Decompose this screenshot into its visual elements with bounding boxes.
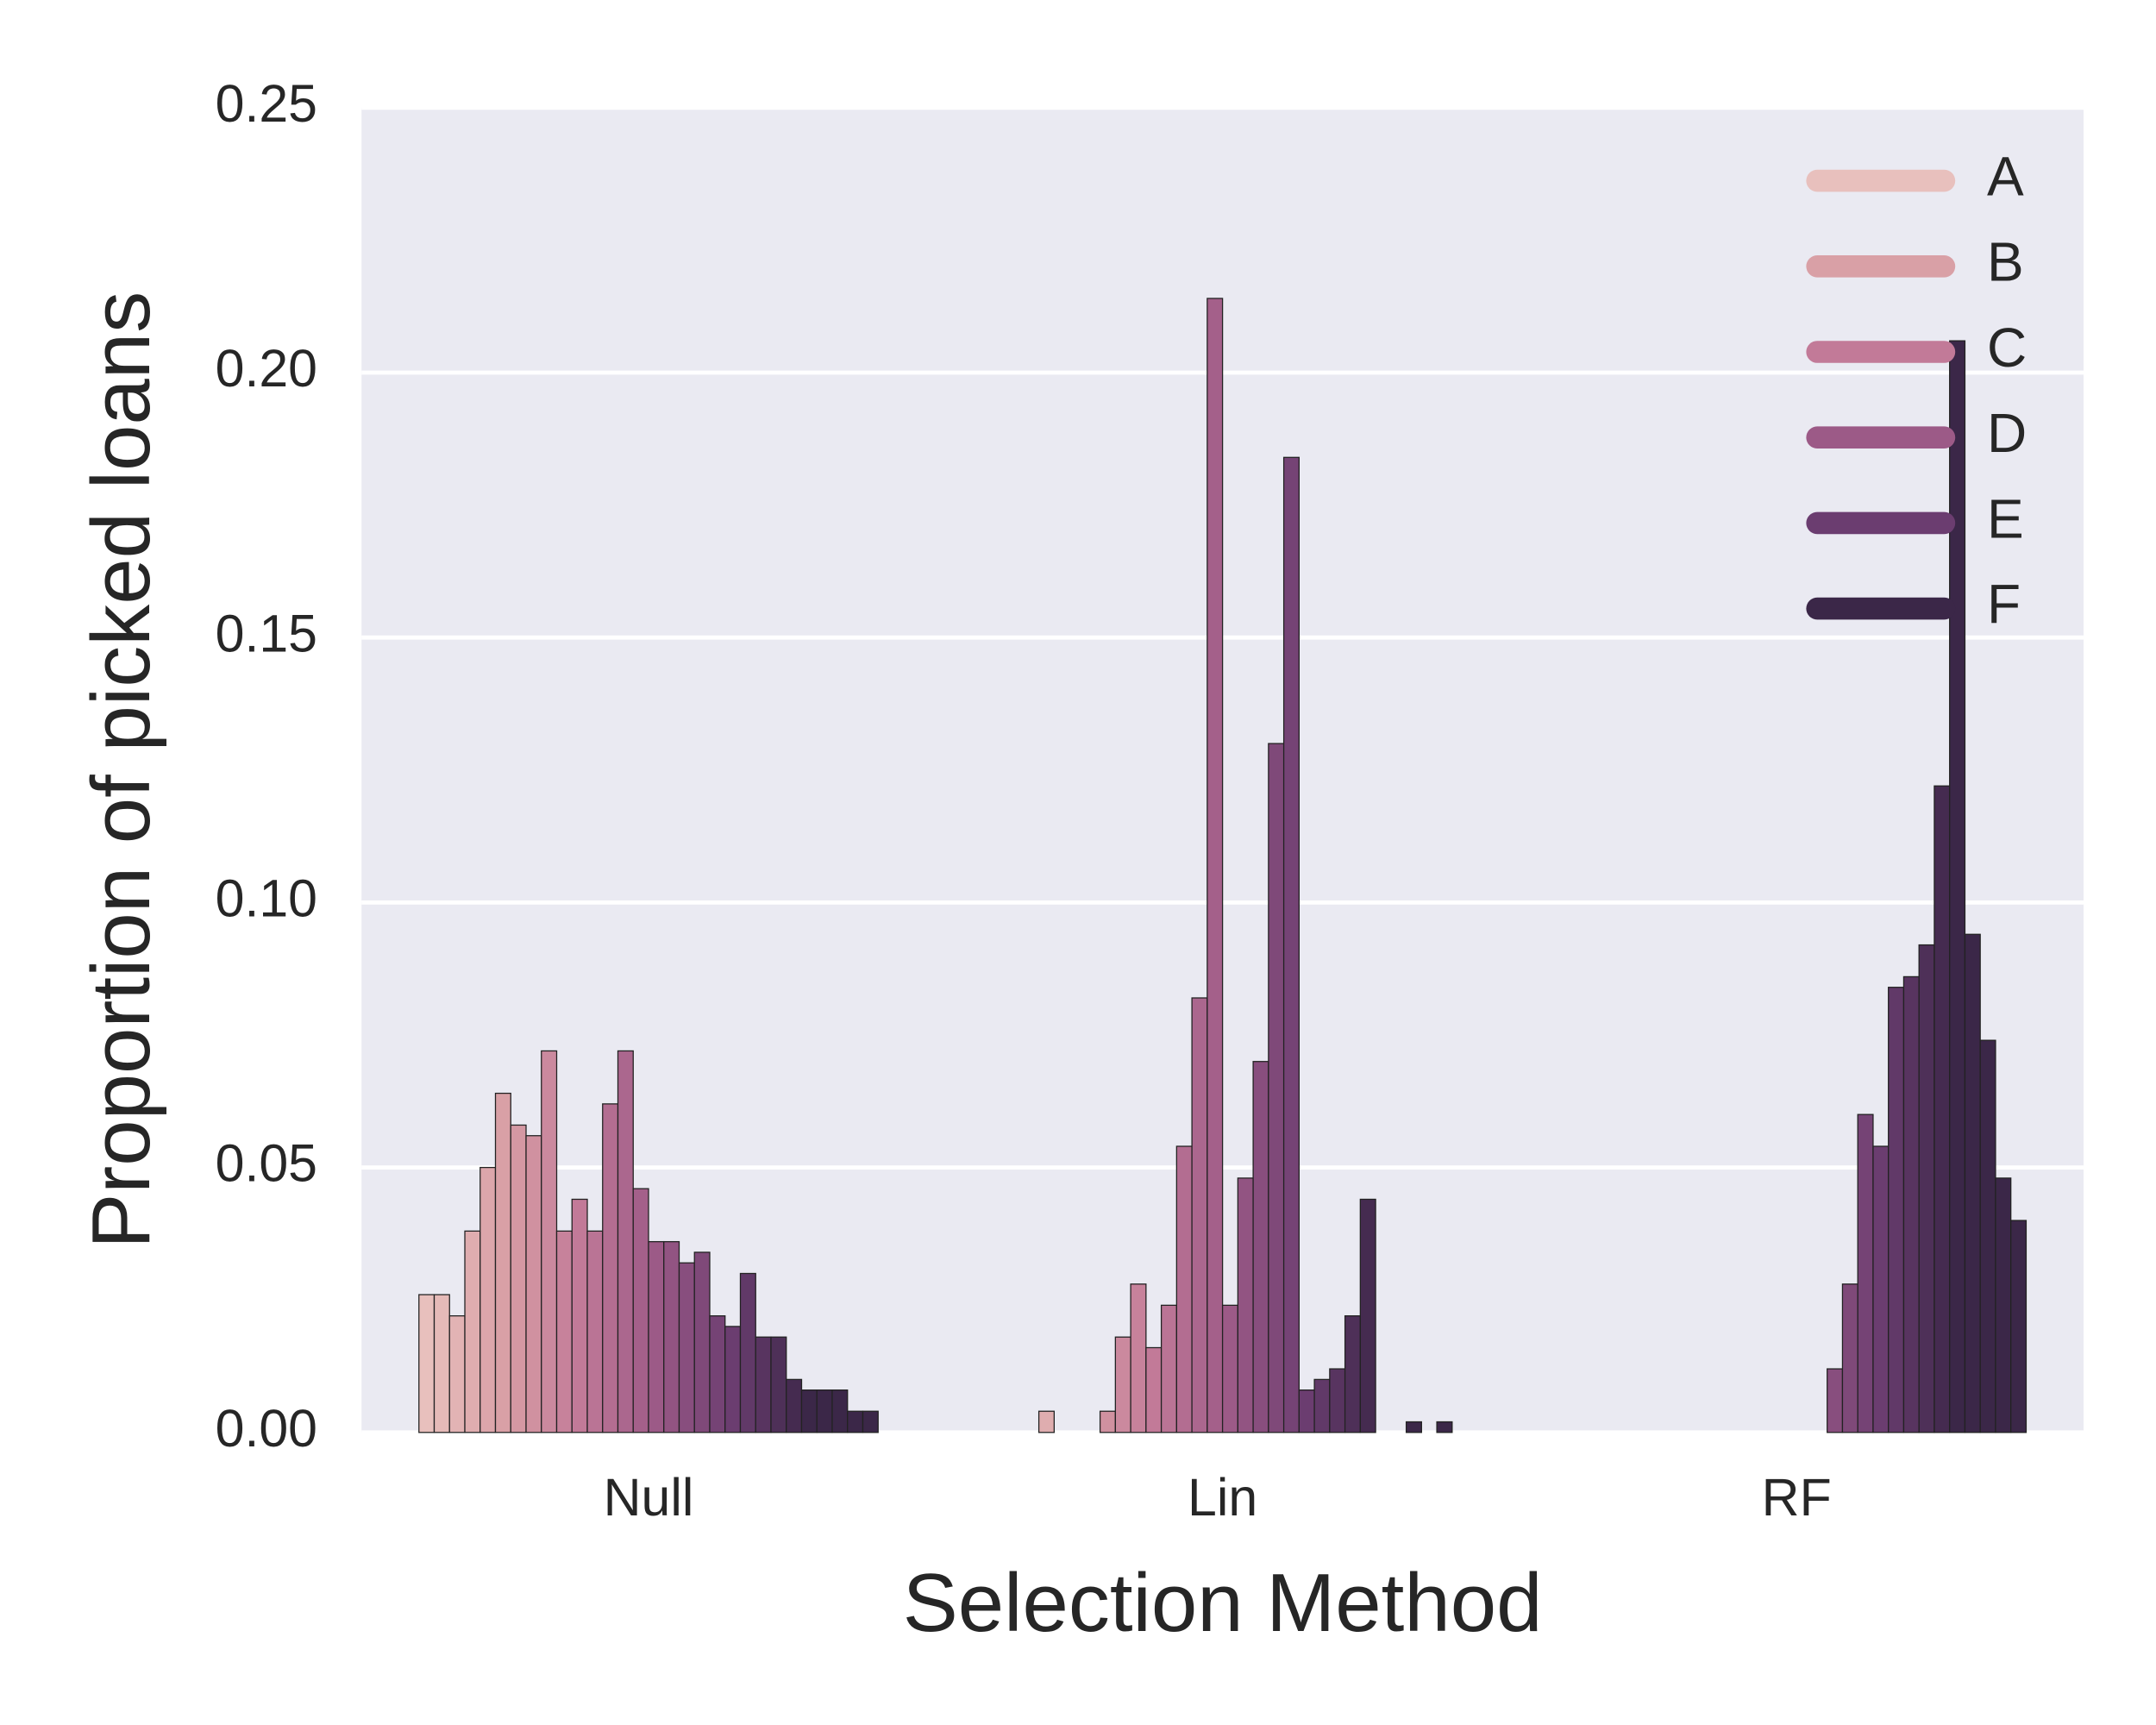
bar (1282, 456, 1300, 1433)
bar (786, 1378, 803, 1433)
bar (1902, 975, 1920, 1433)
bar (739, 1272, 756, 1433)
bar (1145, 1346, 1163, 1433)
bar (1221, 1304, 1238, 1433)
bar (448, 1314, 466, 1433)
bar (1329, 1368, 1346, 1433)
bar (602, 1103, 619, 1433)
x-tick-label: Lin (1188, 1468, 1257, 1527)
y-tick-label: 0.10 (216, 869, 317, 927)
x-tick-label: RF (1762, 1468, 1832, 1527)
y-tick-label: 0.00 (216, 1399, 317, 1458)
bar (617, 1050, 634, 1433)
bar (755, 1336, 772, 1433)
legend-label: C (1987, 317, 2027, 379)
x-tick-label: Null (604, 1468, 694, 1527)
bar (1359, 1198, 1376, 1433)
bar (1344, 1314, 1361, 1433)
bar (770, 1336, 787, 1433)
bar (479, 1166, 497, 1433)
bar (433, 1294, 450, 1433)
bar (709, 1314, 726, 1433)
bar (1949, 340, 1966, 1433)
bar (1405, 1421, 1422, 1433)
bar (510, 1124, 527, 1433)
legend-label: D (1987, 402, 2027, 464)
bar (1979, 1039, 1996, 1433)
bar (2010, 1220, 2028, 1433)
bar (862, 1410, 879, 1433)
bar (816, 1389, 833, 1433)
bar (586, 1230, 604, 1433)
bar (1160, 1304, 1177, 1433)
bar (464, 1230, 481, 1433)
bar (541, 1050, 558, 1433)
y-tick-label: 0.15 (216, 604, 317, 662)
y-tick-label: 0.05 (216, 1134, 317, 1193)
bar (1872, 1145, 1890, 1433)
bar (525, 1135, 542, 1433)
bar (1099, 1410, 1116, 1433)
bar (1130, 1283, 1147, 1433)
bar (1841, 1283, 1858, 1433)
x-axis-label: Selection Method (903, 1557, 1543, 1649)
bar (1964, 933, 1981, 1433)
bar (1436, 1421, 1453, 1433)
bar (632, 1188, 649, 1433)
bar (663, 1240, 680, 1433)
bar (678, 1262, 695, 1433)
bar (648, 1240, 665, 1433)
bar (1827, 1368, 1844, 1433)
bar (1888, 987, 1905, 1433)
bar (555, 1230, 573, 1433)
bar (1857, 1113, 1874, 1433)
bar (1175, 1145, 1193, 1433)
bar (800, 1389, 818, 1433)
bar (1995, 1177, 2012, 1433)
bar (847, 1410, 864, 1433)
bar (724, 1326, 742, 1433)
bar (1114, 1336, 1131, 1433)
bar (1237, 1177, 1254, 1433)
legend-label: A (1987, 146, 2024, 208)
legend-label: E (1987, 487, 2024, 549)
bar (693, 1251, 711, 1433)
y-tick-label: 0.20 (216, 339, 317, 398)
bar (1918, 944, 1935, 1433)
bar (418, 1294, 436, 1433)
bar (1037, 1410, 1055, 1433)
bar (1268, 743, 1285, 1433)
legend-label: B (1987, 231, 2024, 293)
legend-label: F (1987, 574, 2021, 636)
bar (1298, 1389, 1315, 1433)
y-tick-label: 0.25 (216, 74, 317, 133)
bar (1206, 298, 1224, 1433)
y-axis-label: Proportion of picked loans (75, 292, 167, 1249)
bar (1191, 997, 1208, 1433)
bar (831, 1389, 849, 1433)
bar (1252, 1061, 1269, 1433)
bar (494, 1092, 511, 1433)
bar (1313, 1378, 1331, 1433)
bar (1934, 785, 1951, 1433)
bar (571, 1198, 588, 1433)
